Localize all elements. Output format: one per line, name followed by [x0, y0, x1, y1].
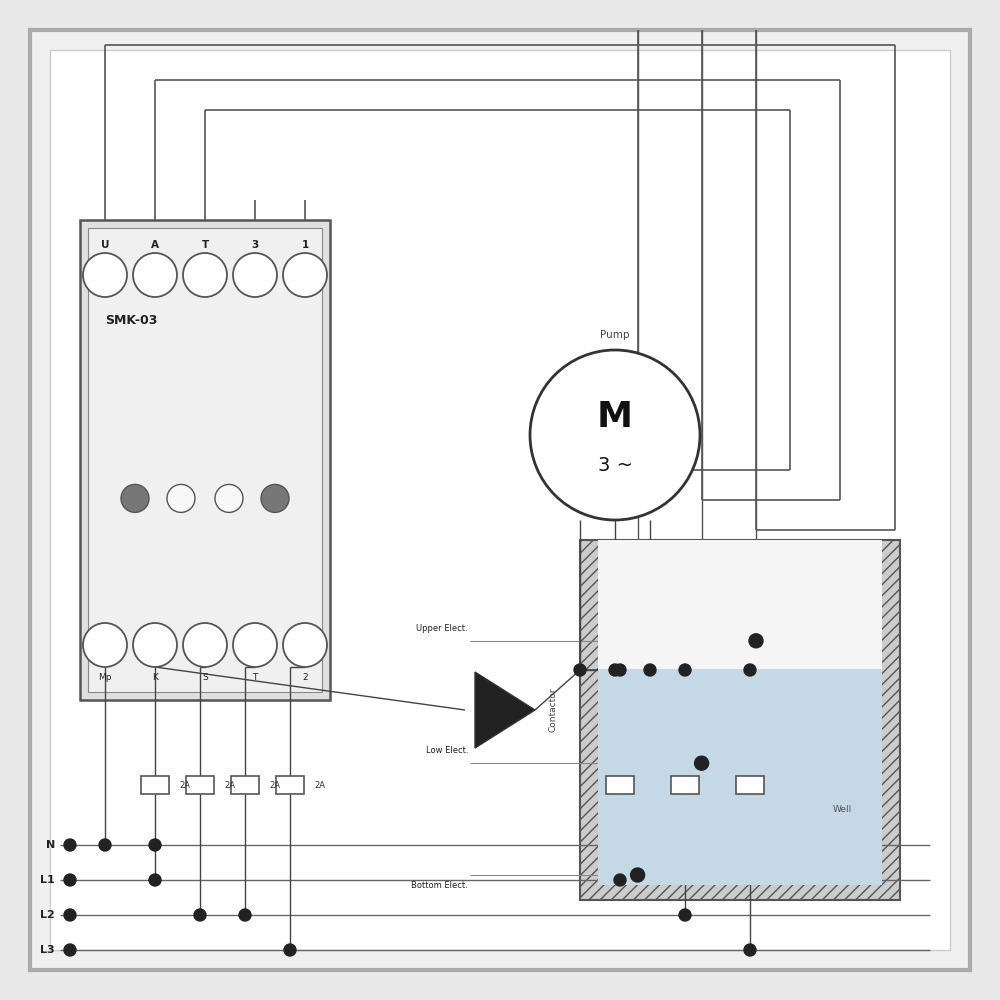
- Circle shape: [183, 253, 227, 297]
- Text: L3: L3: [40, 945, 55, 955]
- Circle shape: [609, 664, 621, 676]
- Circle shape: [744, 944, 756, 956]
- Text: 2A: 2A: [314, 780, 325, 790]
- Text: U: U: [101, 240, 109, 250]
- Text: T: T: [252, 674, 258, 682]
- Bar: [598, 540, 882, 669]
- Text: Low Elect.: Low Elect.: [426, 746, 468, 755]
- Text: 2A: 2A: [179, 780, 190, 790]
- Bar: [736, 776, 764, 794]
- Circle shape: [644, 664, 656, 676]
- Bar: [141, 776, 169, 794]
- Circle shape: [133, 253, 177, 297]
- Circle shape: [679, 909, 691, 921]
- Text: Pump: Pump: [600, 330, 630, 340]
- Text: A: A: [151, 240, 159, 250]
- Text: L2: L2: [40, 910, 55, 920]
- Circle shape: [83, 253, 127, 297]
- Circle shape: [631, 868, 645, 882]
- Circle shape: [695, 756, 709, 770]
- Bar: [606, 776, 634, 794]
- Circle shape: [233, 253, 277, 297]
- Circle shape: [530, 350, 700, 520]
- Text: SMK-03: SMK-03: [105, 314, 157, 326]
- Bar: [231, 776, 259, 794]
- Circle shape: [283, 253, 327, 297]
- Text: 1: 1: [301, 240, 309, 250]
- Bar: [186, 776, 214, 794]
- Circle shape: [284, 944, 296, 956]
- Text: T: T: [201, 240, 209, 250]
- Circle shape: [261, 484, 289, 512]
- Text: Upper Elect.: Upper Elect.: [416, 624, 468, 633]
- Text: 3: 3: [251, 240, 259, 250]
- Text: 2A: 2A: [269, 780, 280, 790]
- Circle shape: [83, 623, 127, 667]
- Circle shape: [167, 484, 195, 512]
- Circle shape: [749, 634, 763, 648]
- Text: Contactor: Contactor: [548, 688, 558, 732]
- Circle shape: [149, 874, 161, 886]
- Circle shape: [283, 623, 327, 667]
- Circle shape: [149, 839, 161, 851]
- Circle shape: [99, 839, 111, 851]
- Text: M: M: [597, 400, 633, 434]
- Circle shape: [233, 623, 277, 667]
- Circle shape: [64, 874, 76, 886]
- Text: K: K: [152, 674, 158, 682]
- Bar: [671, 776, 699, 794]
- Text: N: N: [46, 840, 55, 850]
- Circle shape: [121, 484, 149, 512]
- Circle shape: [194, 909, 206, 921]
- Bar: [580, 540, 900, 900]
- Circle shape: [133, 623, 177, 667]
- Text: Well: Well: [833, 806, 852, 814]
- Circle shape: [614, 664, 626, 676]
- Circle shape: [744, 664, 756, 676]
- Text: Bottom Elect.: Bottom Elect.: [411, 881, 468, 890]
- Bar: [88, 228, 322, 692]
- Text: 2: 2: [302, 674, 308, 682]
- Circle shape: [64, 944, 76, 956]
- Circle shape: [64, 909, 76, 921]
- Circle shape: [239, 909, 251, 921]
- Text: L1: L1: [40, 875, 55, 885]
- Text: S: S: [202, 674, 208, 682]
- Text: Mp: Mp: [98, 674, 112, 682]
- Circle shape: [679, 664, 691, 676]
- Text: 2A: 2A: [224, 780, 235, 790]
- Circle shape: [215, 484, 243, 512]
- Bar: [80, 220, 330, 700]
- Bar: [276, 776, 304, 794]
- Circle shape: [64, 839, 76, 851]
- Circle shape: [183, 623, 227, 667]
- Circle shape: [614, 874, 626, 886]
- Text: 3 ~: 3 ~: [598, 456, 633, 475]
- Circle shape: [574, 664, 586, 676]
- Polygon shape: [475, 672, 535, 748]
- Bar: [598, 669, 882, 885]
